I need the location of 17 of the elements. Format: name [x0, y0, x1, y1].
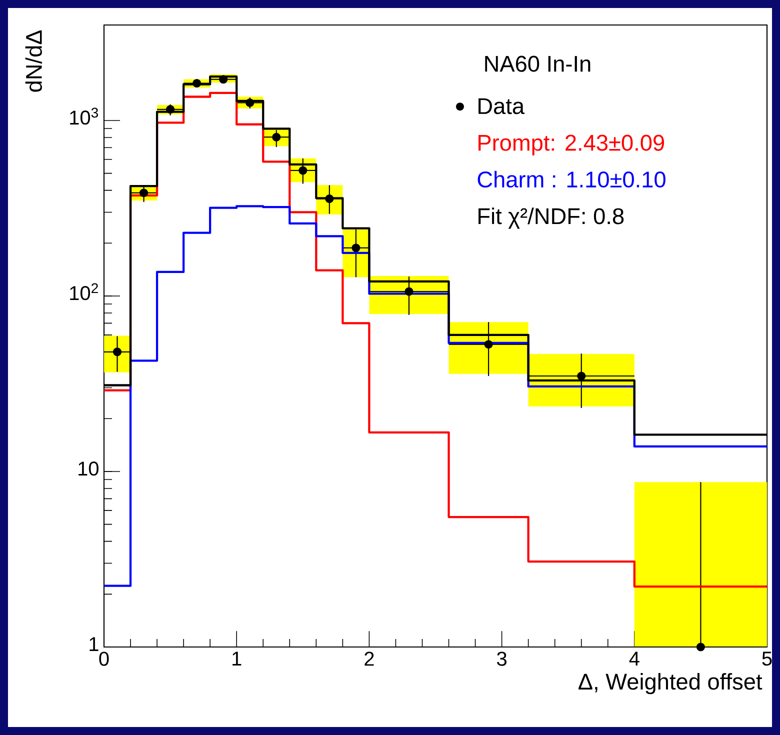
- legend-label: Data: [478, 98, 525, 114]
- x-tick-label: 2: [364, 652, 374, 666]
- x-tick-label: 0: [99, 652, 109, 666]
- text: NA60 In-In: [485, 56, 590, 72]
- y-tick-label: 10$^{2}$: [70, 283, 98, 300]
- x-tick-label: 1: [232, 652, 242, 666]
- text: Charm : 1.10±0.10: [478, 170, 666, 188]
- y-axis-title: dN/dΔ: [25, 30, 42, 92]
- y-tick-label: 10: [78, 462, 98, 476]
- text: Fit χ²/NDF: 0.8: [478, 208, 624, 229]
- x-tick-label: 4: [629, 652, 640, 666]
- x-tick-label: 3: [496, 652, 506, 666]
- x-tick-label: 5: [762, 652, 772, 666]
- y-tick-label: 1: [90, 637, 98, 651]
- x-axis-title: Δ, Weighted offset: [578, 673, 762, 694]
- text: Prompt: 2.43±0.09: [478, 134, 664, 156]
- y-tick-label: 10$^{3}$: [70, 108, 98, 125]
